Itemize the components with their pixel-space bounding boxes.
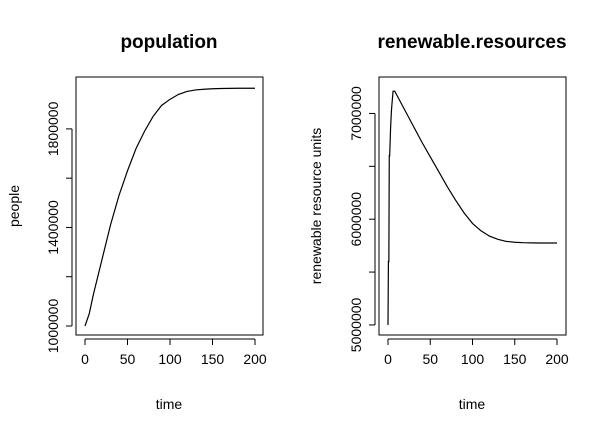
renewable-resources-panel: renewable.resources 0 50 100 150 200 5000000… [308, 32, 569, 412]
series-line-population [84, 87, 255, 327]
x-tick-label: 50 [422, 351, 438, 367]
series-line-renewable-resources [387, 90, 557, 325]
x-tick-label: 0 [81, 351, 89, 367]
y-axis: 5000000 6000000 7000000 [348, 86, 376, 352]
y-axis-label: renewable resource units [308, 128, 324, 284]
y-axis: 1000000 1400000 1800000 [45, 101, 73, 354]
y-tick-label: 5000000 [348, 297, 364, 352]
x-axis: 0 50 100 150 200 [81, 338, 267, 367]
y-tick-label: 1000000 [45, 299, 61, 354]
x-axis-label: time [459, 396, 486, 412]
x-tick-label: 100 [158, 351, 182, 367]
plot-frame [378, 76, 567, 336]
x-tick-label: 0 [384, 351, 392, 367]
chart-title: population [120, 32, 217, 53]
y-tick-label: 6000000 [348, 192, 364, 247]
y-tick-label: 7000000 [348, 86, 364, 141]
x-tick-label: 150 [503, 351, 527, 367]
x-tick-label: 200 [243, 351, 267, 367]
x-tick-label: 150 [201, 351, 225, 367]
plot-frame [75, 76, 264, 336]
y-axis-label: people [6, 185, 22, 227]
x-tick-label: 100 [461, 351, 485, 367]
x-tick-label: 50 [120, 351, 136, 367]
population-panel: population 0 50 100 150 200 1000000 1400000 18… [6, 32, 267, 412]
x-tick-label: 200 [545, 351, 569, 367]
x-axis-label: time [156, 396, 183, 412]
x-axis: 0 50 100 150 200 [384, 338, 569, 367]
y-tick-label: 1800000 [45, 101, 61, 156]
chart-title: renewable.resources [377, 32, 566, 53]
y-tick-label: 1400000 [45, 200, 61, 255]
